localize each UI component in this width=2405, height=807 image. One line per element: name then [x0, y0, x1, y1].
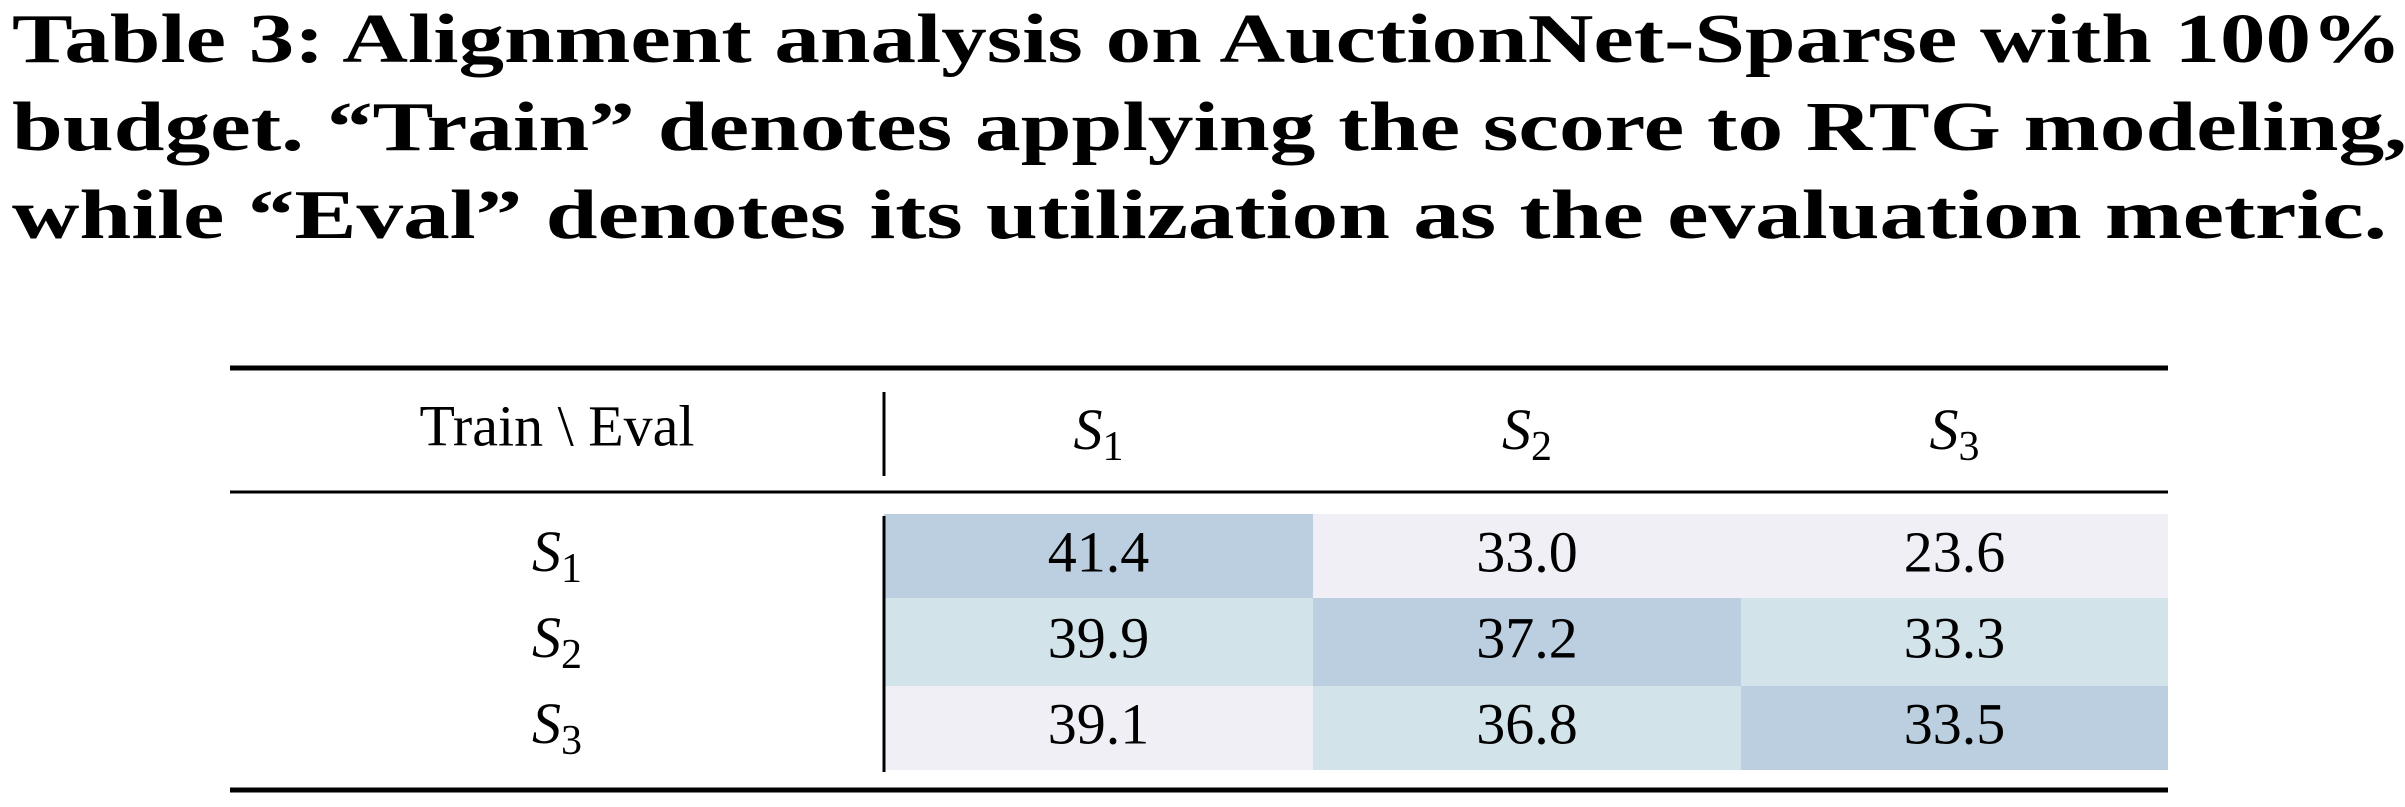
subscript: 1: [561, 546, 582, 592]
cell-shade: [1313, 598, 1741, 686]
cell-value: 33.0: [1476, 519, 1578, 584]
caption-line: budget. “Train” denotes applying the sco…: [12, 89, 2405, 166]
symbol: S: [532, 605, 561, 670]
symbol: S: [1930, 397, 1959, 462]
cell-value: 23.6: [1904, 519, 2006, 584]
cell-shade: [1313, 514, 1741, 598]
cell-shade: [884, 514, 1313, 598]
cell-value: 41.4: [1048, 519, 1150, 584]
caption-line: Table 3: Alignment analysis on AuctionNe…: [12, 1, 2402, 78]
subscript: 1: [1103, 424, 1124, 470]
cell-value: 37.2: [1476, 605, 1578, 670]
subscript: 3: [561, 718, 582, 764]
column-header: S3: [1930, 397, 1980, 469]
symbol: S: [532, 519, 561, 584]
corner-header: Train \ Eval: [420, 393, 695, 458]
symbol: S: [1502, 397, 1531, 462]
column-header: S1: [1074, 397, 1124, 469]
cell-value: 33.3: [1904, 605, 2006, 670]
row-header: S3: [532, 691, 582, 763]
caption-line: while “Eval” denotes its utilization as …: [12, 177, 2387, 254]
cell-shade: [1313, 686, 1741, 770]
column-header: S2: [1502, 397, 1552, 469]
cell-shade: [1741, 598, 2168, 686]
cell-shade: [884, 598, 1313, 686]
cell-value: 33.5: [1904, 691, 2006, 756]
cell-value: 39.1: [1048, 691, 1150, 756]
symbol: S: [532, 691, 561, 756]
cell-value: 36.8: [1476, 691, 1578, 756]
cell-shade: [884, 686, 1313, 770]
subscript: 2: [561, 632, 582, 678]
symbol: S: [1074, 397, 1103, 462]
subscript: 2: [1531, 424, 1552, 470]
cell-value: 39.9: [1048, 605, 1150, 670]
subscript: 3: [1959, 424, 1980, 470]
row-header: S1: [532, 519, 582, 591]
cell-shade: [1741, 686, 2168, 770]
cell-shade: [1741, 514, 2168, 598]
row-header: S2: [532, 605, 582, 677]
